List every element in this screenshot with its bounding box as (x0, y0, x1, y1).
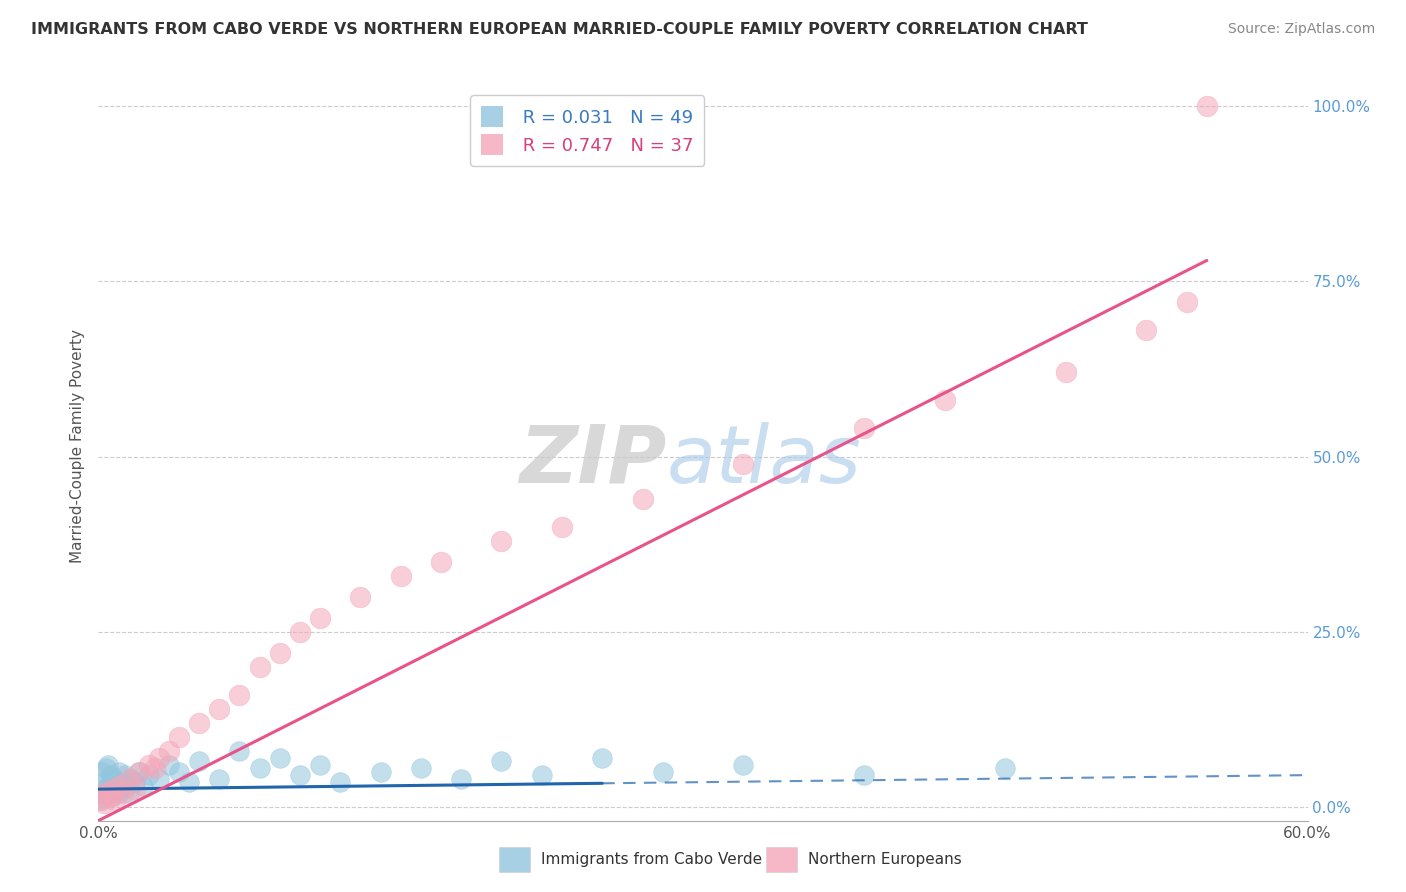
Point (389, 568, 412, 582)
Point (132, 779, 155, 793)
Text: ZIP: ZIP (519, 422, 666, 500)
Point (1195, 99, 1218, 113)
Point (124, 782, 146, 797)
Point (89, 792, 111, 806)
Point (1054, 366, 1077, 380)
Point (269, 646, 291, 660)
Point (591, 750, 613, 764)
Point (111, 786, 134, 800)
Point (249, 659, 271, 673)
Point (157, 757, 180, 772)
Point (288, 768, 311, 782)
Point (491, 533, 513, 548)
Legend:  R = 0.031   N = 49,  R = 0.747   N = 37: R = 0.031 N = 49, R = 0.747 N = 37 (470, 95, 704, 166)
Point (91, 792, 114, 806)
Point (631, 491, 654, 506)
Point (97, 757, 120, 772)
Point (100, 789, 122, 804)
Point (208, 772, 231, 786)
Point (115, 779, 138, 793)
Point (179, 775, 201, 789)
Point (100, 786, 122, 800)
Text: IMMIGRANTS FROM CABO VERDE VS NORTHERN EUROPEAN MARRIED-COUPLE FAMILY POVERTY CO: IMMIGRANTS FROM CABO VERDE VS NORTHERN E… (31, 22, 1088, 37)
Point (100, 768, 122, 782)
Point (107, 764, 129, 779)
Y-axis label: Married-Couple Family Poverty: Married-Couple Family Poverty (69, 329, 84, 563)
Point (491, 754, 513, 768)
Point (118, 772, 141, 786)
Point (309, 610, 332, 624)
Point (167, 730, 190, 744)
Point (370, 764, 392, 779)
Point (733, 757, 755, 772)
Point (120, 772, 142, 786)
Point (89, 786, 111, 800)
Point (138, 768, 160, 782)
Point (208, 701, 231, 715)
Point (309, 757, 332, 772)
Point (148, 750, 170, 764)
Point (167, 764, 190, 779)
Point (853, 768, 876, 782)
Point (96, 761, 118, 775)
Point (91, 786, 114, 800)
Text: Immigrants from Cabo Verde: Immigrants from Cabo Verde (541, 853, 762, 867)
Point (249, 761, 271, 775)
Point (111, 782, 134, 797)
Point (101, 772, 124, 786)
Point (349, 590, 371, 604)
Point (101, 789, 124, 804)
Point (269, 750, 291, 764)
Point (97, 779, 120, 793)
Point (651, 764, 673, 779)
Point (430, 555, 453, 569)
Point (101, 782, 124, 797)
FancyBboxPatch shape (499, 847, 530, 872)
Point (105, 779, 128, 793)
Point (148, 772, 170, 786)
Point (103, 782, 125, 797)
Point (228, 688, 250, 702)
Point (157, 743, 180, 757)
Point (1175, 295, 1198, 310)
Point (128, 764, 150, 779)
Point (118, 786, 141, 800)
Point (551, 519, 574, 533)
Point (143, 761, 166, 775)
FancyBboxPatch shape (766, 847, 797, 872)
Text: Northern Europeans: Northern Europeans (808, 853, 962, 867)
Point (138, 757, 160, 772)
Point (114, 768, 136, 782)
Point (107, 786, 129, 800)
Point (409, 761, 432, 775)
Point (530, 768, 553, 782)
Point (994, 761, 1017, 775)
Point (329, 775, 352, 789)
Point (93, 789, 115, 804)
Text: Source: ZipAtlas.com: Source: ZipAtlas.com (1227, 22, 1375, 37)
Point (934, 393, 956, 408)
Point (733, 457, 755, 471)
Point (91, 764, 114, 779)
Point (1135, 323, 1157, 337)
Point (228, 743, 250, 757)
Point (128, 764, 150, 779)
Point (110, 775, 132, 789)
Point (97, 786, 120, 800)
Point (96, 782, 118, 797)
Point (288, 624, 311, 639)
Text: atlas: atlas (666, 422, 862, 500)
Point (853, 421, 876, 435)
Point (93, 775, 115, 789)
Point (124, 775, 146, 789)
Point (103, 792, 125, 806)
Point (93, 796, 115, 810)
Point (107, 779, 129, 793)
Point (188, 754, 211, 768)
Point (188, 715, 211, 730)
Point (450, 772, 472, 786)
